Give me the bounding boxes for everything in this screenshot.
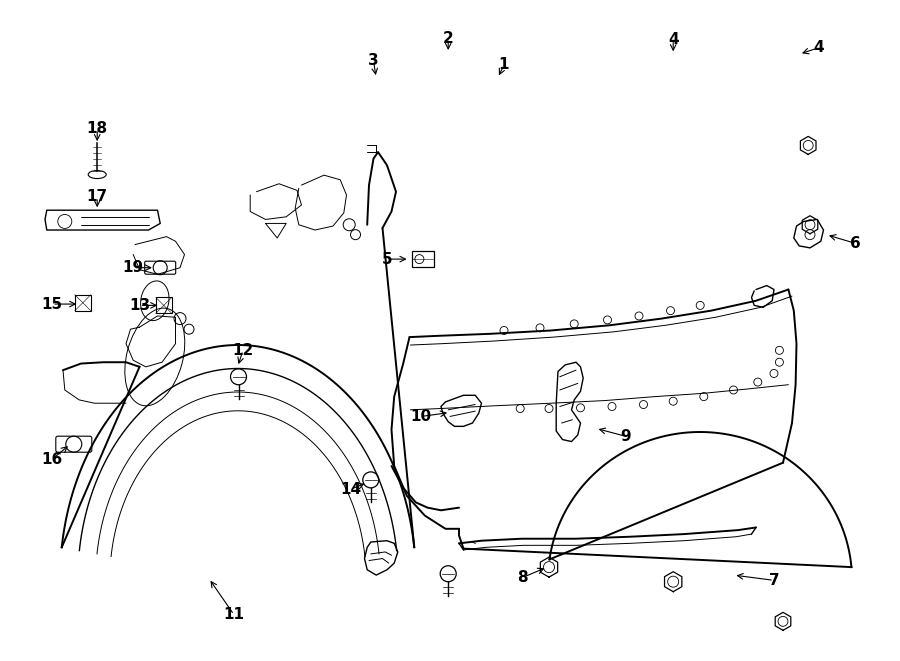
Text: 7: 7 — [769, 573, 779, 588]
Text: 10: 10 — [410, 409, 432, 424]
Bar — [156, 297, 172, 313]
Text: 4: 4 — [668, 32, 679, 47]
Text: 15: 15 — [41, 297, 63, 311]
Text: 8: 8 — [517, 570, 527, 585]
Polygon shape — [794, 219, 824, 248]
Text: 11: 11 — [223, 607, 245, 622]
Text: 17: 17 — [86, 190, 108, 204]
Text: 9: 9 — [620, 429, 631, 444]
Polygon shape — [45, 210, 160, 230]
Text: 14: 14 — [340, 482, 362, 496]
Polygon shape — [556, 362, 583, 442]
Text: 4: 4 — [814, 40, 824, 55]
Text: 18: 18 — [86, 122, 108, 136]
Text: 12: 12 — [232, 343, 254, 358]
Text: 16: 16 — [41, 452, 63, 467]
Bar — [412, 251, 434, 267]
Text: 13: 13 — [129, 298, 150, 313]
Bar — [75, 295, 91, 311]
Text: 19: 19 — [122, 260, 144, 275]
Text: 6: 6 — [850, 236, 860, 251]
Text: 5: 5 — [382, 252, 392, 266]
Text: 1: 1 — [499, 58, 509, 72]
Polygon shape — [364, 541, 398, 575]
Text: 2: 2 — [443, 31, 454, 46]
Polygon shape — [441, 395, 482, 426]
Text: 3: 3 — [368, 54, 379, 68]
